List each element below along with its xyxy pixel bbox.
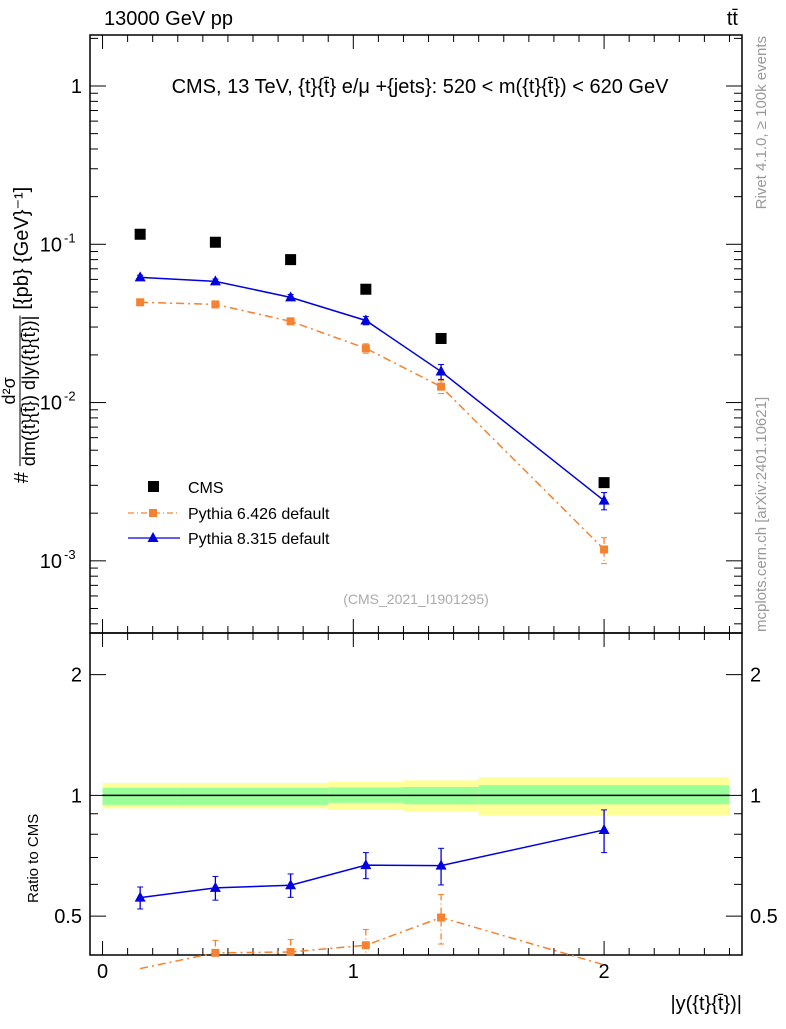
ratio-pythia8-marker xyxy=(134,891,146,902)
pythia8-line xyxy=(140,276,605,502)
ratio-y-label: Ratio to CMS xyxy=(25,814,42,903)
pythia6-marker xyxy=(361,344,370,353)
ratio-pythia6-line xyxy=(140,916,605,970)
side-label-rivet: Rivet 4.1.0, ≥ 100k events xyxy=(753,36,770,209)
pythia6-marker xyxy=(211,300,220,309)
pythia8-marker xyxy=(435,365,447,376)
y-tick-label: 1 xyxy=(71,76,82,98)
y-tick-label: 1 xyxy=(71,785,82,807)
ratio-pythia8-marker xyxy=(598,823,610,834)
y-label-prefix: # xyxy=(11,471,33,483)
y-label-numerator: d²σ xyxy=(0,377,19,404)
legend-item-pythia6: Pythia 6.426 default xyxy=(128,506,330,523)
pythia8-marker xyxy=(209,275,221,286)
legend-item-cms: CMS xyxy=(148,480,224,497)
y-tick-label: 10 xyxy=(40,551,62,573)
y-tick-label: 2 xyxy=(71,665,82,687)
cms-marker xyxy=(598,477,610,489)
legend-label-pythia8: Pythia 8.315 default xyxy=(188,531,330,548)
y-tick-label: 10 xyxy=(40,234,62,256)
cms-marker xyxy=(360,283,372,295)
y-label-denominator: dm({t}{t̄}) d|y({t}{t̄})| xyxy=(19,316,39,466)
watermark: (CMS_2021_I1901295) xyxy=(343,591,489,607)
legend-label-cms: CMS xyxy=(188,480,224,497)
y-tick-label-exponent: -3 xyxy=(64,547,76,562)
cms-marker xyxy=(134,228,146,240)
pythia8-marker xyxy=(360,314,372,325)
y-tick-label-exponent: -1 xyxy=(64,230,76,245)
ratio-pythia8-marker xyxy=(209,881,221,892)
ratio-pythia6-marker xyxy=(211,948,220,957)
band-stat xyxy=(253,787,329,805)
main-title: CMS, 13 TeV, {t}{t̄} e/μ +{jets}: 520 < … xyxy=(172,76,670,98)
y-tick-label-right: 0.5 xyxy=(750,906,778,928)
ratio-pythia6-marker xyxy=(286,947,295,956)
ratio-pythia8-marker xyxy=(360,859,372,870)
legend-marker-pythia6 xyxy=(149,509,157,517)
ratio-pythia6-marker xyxy=(437,913,446,922)
plot-frame xyxy=(89,632,743,956)
pythia6-marker xyxy=(437,382,446,391)
pythia6-line xyxy=(140,301,605,550)
ratio-plot: 2 2 1 1 0.5 0.5 0 1 2 xyxy=(54,632,778,983)
band-stat xyxy=(177,787,253,805)
band-stat xyxy=(102,787,178,805)
legend-marker-cms xyxy=(148,481,159,492)
x-tick-label: 0 xyxy=(97,961,108,983)
pythia8-marker xyxy=(285,291,297,302)
ratio-pythia8-line xyxy=(140,829,605,899)
main-plot: 110-110-210-3 xyxy=(40,34,743,634)
y-tick-label-right: 1 xyxy=(750,785,761,807)
ratio-pythia8-marker xyxy=(435,859,447,870)
header-left: 13000 GeV pp xyxy=(104,8,233,30)
ratio-pythia6-marker xyxy=(361,941,370,950)
header-right: tt̄ xyxy=(727,8,739,30)
pythia6-marker xyxy=(600,545,609,554)
cms-marker xyxy=(435,332,447,344)
side-label-mcplots: mcplots.cern.ch [arXiv:2401.10621] xyxy=(753,397,770,632)
legend-label-pythia6: Pythia 6.426 default xyxy=(188,506,330,523)
x-tick-label: 2 xyxy=(599,961,610,983)
x-tick-label: 1 xyxy=(348,961,359,983)
y-axis-label: # d²σ dm({t}{t̄}) d|y({t}{t̄})| [{pb} {G… xyxy=(0,187,39,483)
y-label-units: [{pb} {GeV}⁻¹] xyxy=(11,187,33,310)
x-axis-label: |y({t}{t̄})| xyxy=(670,993,742,1015)
y-tick-label-right: 2 xyxy=(750,665,761,687)
pythia6-marker xyxy=(286,317,295,326)
legend: CMS Pythia 6.426 default Pythia 8.315 de… xyxy=(128,480,330,548)
y-tick-label-exponent: -2 xyxy=(64,389,76,404)
cms-marker xyxy=(209,236,221,248)
legend-item-pythia8: Pythia 8.315 default xyxy=(128,531,330,548)
y-tick-label: 10 xyxy=(40,393,62,415)
pythia8-marker xyxy=(134,271,146,282)
pythia6-marker xyxy=(136,298,145,307)
ratio-pythia8-marker xyxy=(285,879,297,890)
pythia8-marker xyxy=(598,494,610,505)
y-tick-label: 0.5 xyxy=(54,906,82,928)
cms-marker xyxy=(285,254,297,266)
legend-marker-pythia8 xyxy=(147,532,159,542)
